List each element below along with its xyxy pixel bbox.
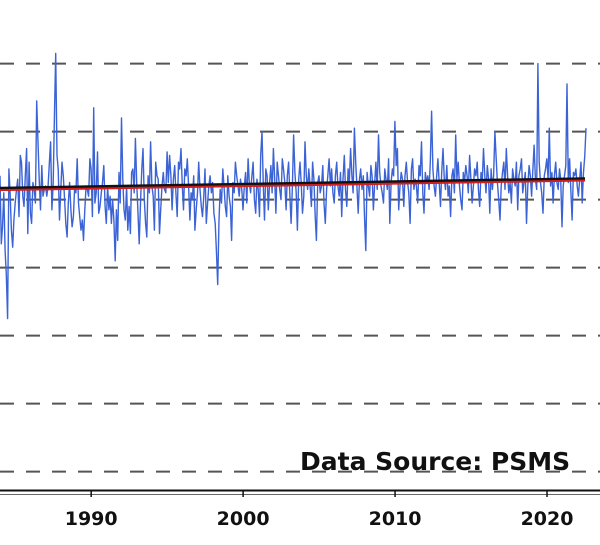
- monthly-sea-level-line: [0, 52, 587, 320]
- trend-line-red: [0, 179, 586, 192]
- x-axis-ticks: 1990 2000 2010 2020: [65, 490, 574, 530]
- data-source-label: Data Source: PSMS: [300, 447, 570, 476]
- x-tick-label: 2000: [217, 508, 270, 530]
- series-layer: [0, 52, 587, 320]
- trend-line-black: [0, 177, 586, 191]
- x-tick-label: 1990: [65, 508, 118, 530]
- x-tick-label: 2020: [521, 508, 574, 530]
- plot-background: [0, 0, 600, 490]
- x-tick-label: 2010: [369, 508, 422, 530]
- y-gridlines: [0, 62, 600, 473]
